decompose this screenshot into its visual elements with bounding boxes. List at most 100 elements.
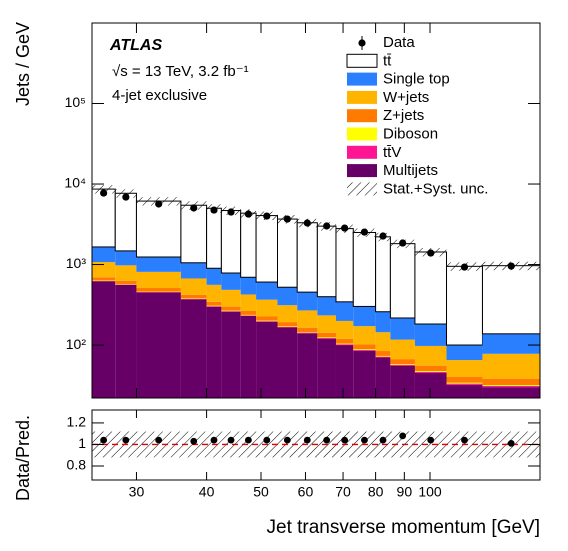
stack-bar — [352, 231, 377, 307]
legend-swatch — [347, 90, 377, 104]
stack-bar — [353, 350, 376, 398]
stack-bar — [221, 306, 241, 311]
stack-bar — [255, 215, 279, 283]
stack-bar — [240, 277, 257, 295]
stack-bar — [335, 301, 354, 321]
stack-bar — [180, 294, 207, 299]
main-frame — [91, 22, 541, 399]
stack-bar — [180, 299, 207, 398]
stack-bar — [297, 292, 318, 311]
stack-bar — [446, 384, 483, 398]
x-tick-label: 80 — [368, 484, 384, 500]
data-point — [227, 208, 235, 216]
legend-label: tt̄ — [383, 52, 392, 69]
stack-bar — [240, 212, 257, 278]
stack-bar — [390, 359, 415, 365]
stack-bar — [221, 310, 241, 312]
stack-bar — [256, 321, 278, 322]
stack-bar — [390, 364, 415, 365]
stack-bar — [256, 299, 278, 317]
y-tick-label: 10⁵ — [65, 94, 86, 110]
stack-bar — [115, 250, 137, 266]
stack-bar — [482, 333, 540, 354]
ratio-point — [244, 436, 252, 444]
stack-bar — [482, 353, 540, 379]
stack-bar — [317, 332, 336, 338]
stack-bar — [317, 296, 336, 316]
stack-bar — [115, 280, 137, 285]
stack-bar — [297, 333, 318, 398]
stack-bar — [446, 265, 483, 346]
legend-label: Single top — [383, 71, 450, 88]
stack-bar — [136, 271, 181, 289]
stack-bar — [353, 344, 376, 350]
stack-bar — [206, 207, 222, 269]
stack-bar — [92, 277, 116, 281]
stack-bar — [221, 311, 241, 398]
ratio-point — [263, 436, 271, 444]
stack-bar — [277, 287, 298, 306]
x-tick-label: 90 — [397, 484, 413, 500]
stack-bar — [375, 311, 391, 333]
stack-bar — [446, 345, 483, 361]
stack-bar — [390, 364, 415, 366]
y-tick-label: 1 — [78, 435, 86, 451]
stack-bar — [316, 225, 337, 298]
stack-bar — [446, 360, 483, 378]
stack-bar — [240, 314, 257, 316]
stack-bar — [220, 210, 242, 274]
stack-bar — [277, 305, 298, 323]
stack-bar — [446, 377, 483, 383]
data-point — [155, 200, 163, 208]
ratio-y-axis-title: Data/Pred. — [13, 415, 33, 501]
stack-bar — [414, 324, 447, 346]
stack-bar — [297, 327, 318, 332]
x-tick-label: 100 — [418, 484, 442, 500]
stack-bar — [277, 327, 298, 398]
legend-label: W+jets — [383, 89, 429, 106]
x-tick-label: 60 — [298, 484, 314, 500]
stack-bar — [335, 320, 354, 339]
stack-bar — [180, 262, 207, 279]
stack-bar — [297, 331, 318, 333]
stack-bar — [375, 356, 391, 358]
stack-bar — [446, 382, 483, 384]
stack-bar — [206, 306, 222, 398]
stack-bar — [256, 282, 278, 300]
energy-label: √s = 13 TeV, 3.2 fb⁻¹ — [112, 63, 249, 80]
stack-bar — [277, 322, 298, 327]
y-tick-label: 10⁴ — [64, 175, 86, 191]
ratio-point — [155, 436, 163, 444]
stack-bar — [180, 204, 208, 264]
x-tick-label: 40 — [199, 484, 215, 500]
data-point — [341, 224, 349, 232]
stack-bar — [136, 256, 181, 272]
atlas-label: ATLAS — [109, 37, 162, 54]
ratio-plot — [92, 431, 540, 458]
stack-bar — [375, 236, 391, 313]
legend-swatch — [347, 164, 377, 178]
data-point — [244, 210, 252, 218]
data-point — [263, 212, 271, 220]
legend-label: Stat.+Syst. unc. — [383, 180, 488, 197]
uncertainty-band — [414, 431, 447, 458]
ratio-point — [283, 436, 291, 444]
stack-bar — [389, 243, 416, 319]
stack-bar — [353, 349, 376, 350]
stack-bar — [92, 188, 116, 248]
stack-bar — [317, 338, 336, 398]
stack-bar — [375, 332, 391, 352]
main-plot — [92, 185, 540, 398]
y-tick-label: 10³ — [66, 255, 87, 271]
stack-bar — [206, 284, 222, 302]
ratio-point — [341, 436, 349, 444]
stack-bar — [317, 337, 336, 339]
legend-swatch — [347, 182, 377, 196]
stack-bar — [353, 306, 376, 327]
x-tick-label: 50 — [253, 484, 269, 500]
stack-bar — [335, 228, 354, 303]
stack-bar — [240, 315, 257, 316]
ratio-point — [361, 436, 368, 444]
x-tick-label: 70 — [335, 484, 351, 500]
stack-bar — [256, 321, 278, 398]
